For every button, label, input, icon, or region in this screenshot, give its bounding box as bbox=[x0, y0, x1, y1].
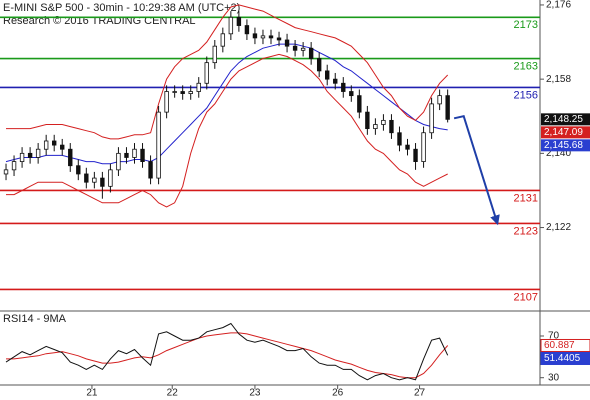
x-tick-label: 21 bbox=[86, 388, 98, 399]
y-tick-label: 2,122 bbox=[546, 222, 571, 233]
candle-body bbox=[43, 140, 49, 150]
candle-body bbox=[220, 33, 226, 47]
y-tick-label: 70 bbox=[548, 331, 560, 342]
candle-body bbox=[84, 173, 89, 183]
rsi-label: RSI14 - 9MA bbox=[3, 313, 67, 325]
candle-body bbox=[252, 33, 258, 39]
rsi-ma-line bbox=[6, 332, 449, 379]
candle-body bbox=[212, 45, 217, 64]
candle-body bbox=[196, 82, 201, 92]
candle-body bbox=[244, 25, 250, 35]
candle-body bbox=[140, 148, 145, 162]
forecast-arrow bbox=[453, 115, 500, 226]
indicator-line bbox=[5, 43, 448, 165]
y-tick-label: 2,158 bbox=[546, 74, 571, 85]
candle-body bbox=[381, 119, 386, 125]
candle-body bbox=[164, 91, 169, 113]
candle-body bbox=[333, 78, 338, 84]
level-label: 2156 bbox=[514, 89, 538, 101]
candle-body bbox=[325, 70, 330, 80]
rsi-tag bbox=[540, 338, 590, 352]
y-tick-label: 2,140 bbox=[546, 148, 571, 159]
candle-body bbox=[308, 47, 314, 59]
candle-body bbox=[204, 62, 209, 84]
candle-body bbox=[92, 177, 97, 183]
level-label: 2173 bbox=[514, 19, 538, 31]
indicator-line bbox=[6, 4, 449, 140]
x-tick-label: 22 bbox=[167, 388, 179, 399]
candle-body bbox=[156, 111, 161, 179]
price-tag bbox=[541, 126, 590, 139]
candle-body bbox=[236, 16, 242, 26]
candle-body bbox=[405, 144, 410, 150]
rsi-line bbox=[5, 322, 449, 381]
candle-body bbox=[60, 144, 65, 150]
level-label: 2131 bbox=[514, 192, 538, 204]
candle-body bbox=[373, 124, 378, 130]
candle-body bbox=[172, 91, 177, 93]
x-tick-label: 26 bbox=[332, 388, 344, 399]
candle-body bbox=[76, 165, 81, 175]
candle-body bbox=[116, 152, 121, 171]
candle-body bbox=[180, 91, 185, 94]
price-tag bbox=[541, 139, 590, 152]
candle-body bbox=[100, 177, 105, 187]
candle-body bbox=[292, 45, 298, 51]
candle-body bbox=[389, 119, 394, 134]
candle-body bbox=[3, 169, 9, 175]
candle-body bbox=[437, 95, 442, 105]
candle-body bbox=[68, 148, 73, 167]
candle-body bbox=[228, 16, 234, 35]
indicator-line bbox=[6, 53, 448, 208]
candle-body bbox=[132, 148, 137, 158]
rsi-tag bbox=[540, 351, 590, 365]
candle-body bbox=[429, 103, 434, 134]
candle-body bbox=[52, 140, 57, 146]
x-tick-label: 27 bbox=[414, 388, 426, 399]
price-tag-label: 2,145.68 bbox=[544, 140, 583, 151]
candle-body bbox=[357, 95, 362, 113]
candle-body bbox=[11, 161, 17, 171]
candle-body bbox=[341, 82, 346, 92]
y-tick-label: 2,176 bbox=[546, 0, 571, 11]
candle-body bbox=[284, 39, 290, 47]
candle-body bbox=[108, 169, 113, 187]
candle-body bbox=[349, 91, 354, 97]
candle-body bbox=[421, 132, 426, 162]
y-tick-label: 30 bbox=[548, 372, 560, 383]
candle-body bbox=[300, 47, 306, 51]
rsi-tag-label: 60.887 bbox=[544, 340, 575, 351]
candle-body bbox=[445, 95, 450, 120]
candle-body bbox=[124, 152, 129, 158]
price-tag-label: 2,148.25 bbox=[544, 114, 583, 125]
candle-body bbox=[188, 91, 193, 94]
x-tick-label: 23 bbox=[249, 388, 261, 399]
candle-body bbox=[413, 148, 418, 162]
candle-body bbox=[19, 152, 25, 162]
price-tag-label: 2,147.09 bbox=[544, 127, 583, 138]
candle-body bbox=[276, 37, 282, 41]
candle-body bbox=[397, 132, 402, 146]
level-label: 2123 bbox=[514, 225, 538, 237]
level-label: 2163 bbox=[514, 60, 538, 72]
candle-body bbox=[316, 58, 322, 72]
candle-body bbox=[35, 148, 41, 158]
chart-title: E-MINI S&P 500 - 30min - 10:29:38 AM (UT… bbox=[3, 2, 240, 14]
candle-body bbox=[365, 111, 370, 130]
level-label: 2107 bbox=[514, 291, 538, 303]
rsi-tag-label: 51.4405 bbox=[544, 353, 581, 364]
candle-body bbox=[260, 35, 266, 39]
candle-body bbox=[27, 152, 33, 158]
candle-body bbox=[148, 161, 153, 179]
candle-body bbox=[268, 35, 274, 39]
price-tag bbox=[541, 113, 590, 126]
